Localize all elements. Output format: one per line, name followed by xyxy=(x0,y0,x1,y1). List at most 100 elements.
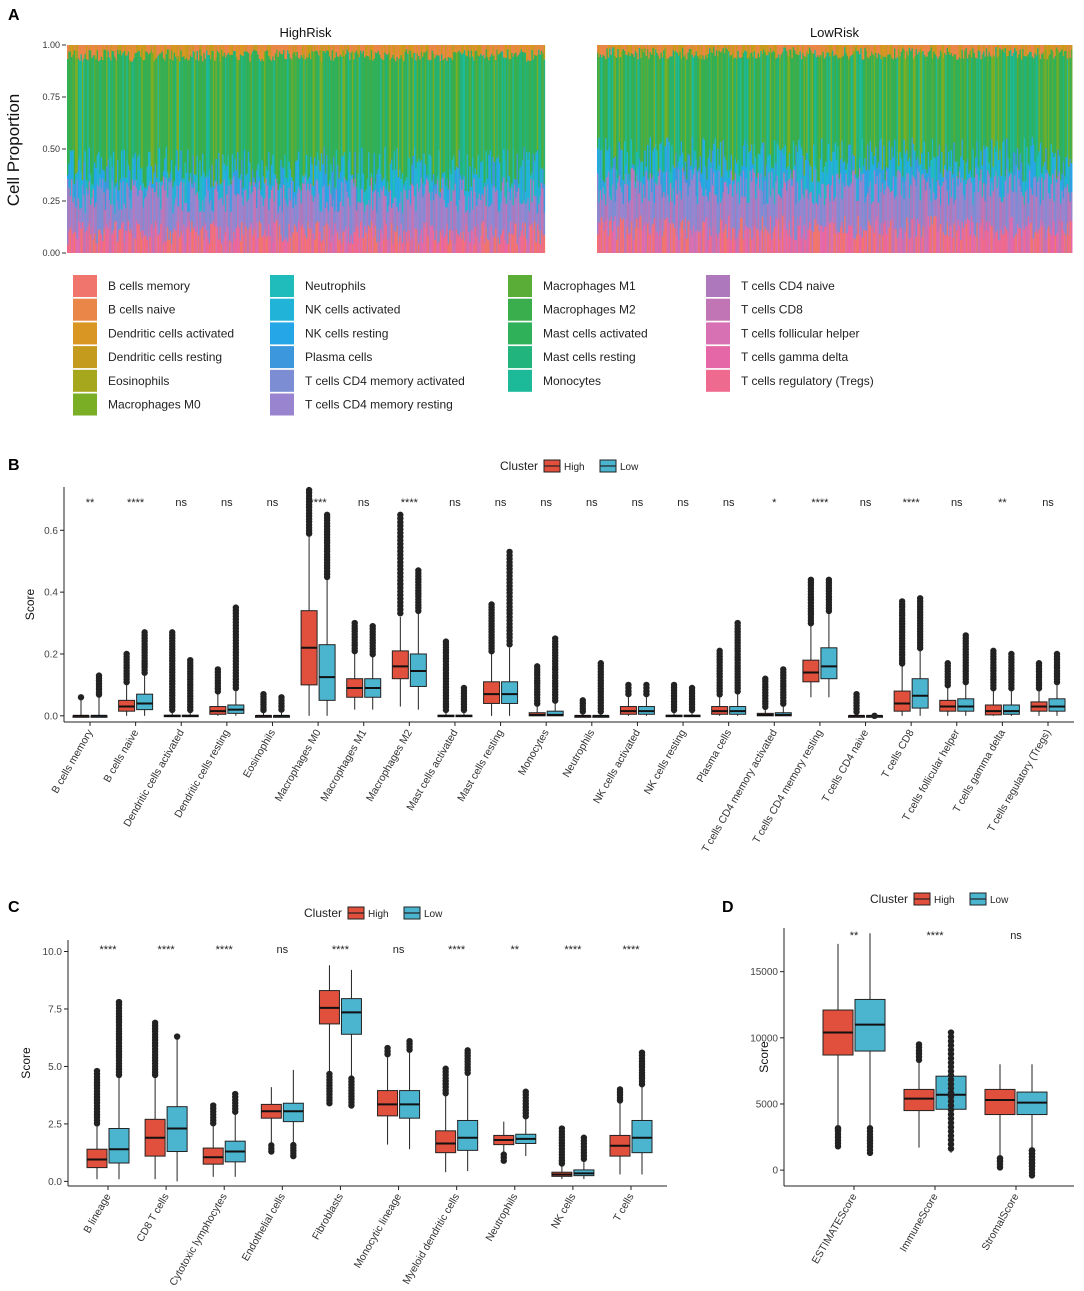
stacked-bar-segment xyxy=(515,45,517,53)
stacked-bar-segment xyxy=(1030,222,1032,253)
outlier-point xyxy=(1028,1147,1036,1154)
outlier-point xyxy=(123,650,130,658)
stacked-bar-segment xyxy=(980,226,982,253)
stacked-bar-segment xyxy=(118,53,120,191)
stacked-bar-segment xyxy=(1000,50,1003,176)
stacked-bar-segment xyxy=(609,45,611,49)
stacked-bar-segment xyxy=(606,177,609,219)
stacked-bar-segment xyxy=(268,45,270,56)
stacked-bar-segment xyxy=(910,50,912,167)
stacked-bar-segment xyxy=(543,184,546,213)
stacked-bar-segment xyxy=(925,45,927,57)
stacked-bar-segment xyxy=(122,52,124,178)
stacked-bar-segment xyxy=(187,149,189,213)
stacked-bar-segment xyxy=(678,55,680,162)
stacked-bar-segment xyxy=(772,50,775,169)
stacked-bar-segment xyxy=(247,151,250,200)
stacked-bar-segment xyxy=(808,193,811,223)
stacked-bar-segment xyxy=(1026,146,1028,190)
stacked-bar-segment xyxy=(691,45,694,55)
stacked-bar-segment xyxy=(386,212,389,241)
stacked-bar-segment xyxy=(111,50,114,167)
stacked-bar-segment xyxy=(447,45,450,57)
box-high xyxy=(802,576,820,698)
stacked-bar-segment xyxy=(133,45,135,59)
stacked-bar-segment xyxy=(772,188,775,232)
stacked-bar-segment xyxy=(817,181,819,205)
stacked-bar-segment xyxy=(925,234,927,253)
stacked-bar-segment xyxy=(603,182,606,195)
stacked-bar-segment xyxy=(133,240,135,253)
stacked-bar-segment xyxy=(684,161,687,183)
stacked-bar-segment xyxy=(160,223,162,253)
stacked-bar-segment xyxy=(196,50,199,156)
x-tick-label: NK cells activated xyxy=(591,727,643,805)
stacked-bar-segment xyxy=(783,172,785,228)
stacked-bar-segment xyxy=(892,217,895,253)
stacked-bar-segment xyxy=(988,221,991,253)
stacked-bar-segment xyxy=(305,238,308,253)
stacked-bar-segment xyxy=(152,227,154,253)
stacked-bar-segment xyxy=(219,61,222,185)
stacked-bar-segment xyxy=(1051,152,1054,175)
stacked-bar-segment xyxy=(130,45,133,62)
stacked-bar-segment xyxy=(945,235,947,253)
stacked-bar-segment xyxy=(509,45,512,60)
panel-label-b: B xyxy=(8,457,20,474)
stacked-bar-segment xyxy=(446,207,448,224)
legend-label: T cells gamma delta xyxy=(741,350,848,364)
stacked-bar-segment xyxy=(142,207,145,231)
stacked-bar-segment xyxy=(896,170,899,239)
stacked-bar-segment xyxy=(496,45,498,50)
stacked-bar-segment xyxy=(139,45,142,57)
stacked-bar-segment xyxy=(687,52,690,154)
stacked-bar-segment xyxy=(683,230,685,253)
stacked-bar-segment xyxy=(438,242,440,253)
stacked-bar-segment xyxy=(472,45,474,57)
stacked-bar-segment xyxy=(269,45,272,60)
stacked-bar-segment xyxy=(672,50,675,166)
stacked-bar-segment xyxy=(474,226,477,253)
stacked-bar-segment xyxy=(496,189,498,229)
stacked-bar-segment xyxy=(1019,45,1022,50)
stacked-bar-segment xyxy=(1026,56,1028,147)
stacked-bar-segment xyxy=(420,228,423,253)
stacked-bar-segment xyxy=(787,166,789,182)
stacked-bar-segment xyxy=(1051,45,1054,51)
stacked-bar-segment xyxy=(603,45,606,57)
stacked-bar-segment xyxy=(873,45,876,56)
stacked-bar-segment xyxy=(362,51,365,174)
box-high xyxy=(86,1067,108,1180)
stacked-bar-segment xyxy=(835,45,838,56)
stacked-bar-segment xyxy=(446,223,448,253)
stacked-bar-segment xyxy=(451,159,454,190)
stacked-bar-segment xyxy=(184,162,187,204)
stacked-bar-segment xyxy=(269,198,272,237)
stacked-bar-segment xyxy=(436,243,439,253)
stacked-bar-segment xyxy=(1050,143,1053,184)
stacked-bar-segment xyxy=(605,59,607,139)
stacked-bar-segment xyxy=(1011,190,1014,217)
stacked-bar-segment xyxy=(179,185,181,238)
stacked-bar-segment xyxy=(935,56,938,182)
stacked-bar-segment xyxy=(304,173,307,178)
stacked-bar-segment xyxy=(197,199,200,236)
stacked-bar-segment xyxy=(504,197,506,241)
stacked-bar-segment xyxy=(706,196,708,218)
stacked-bar-segment xyxy=(713,172,715,227)
stacked-bar-segment xyxy=(930,159,933,202)
stacked-bar-segment xyxy=(152,52,154,184)
box-high xyxy=(665,681,683,718)
stacked-bar-segment xyxy=(467,50,470,192)
stacked-bar-segment xyxy=(740,217,742,253)
stacked-bar-segment xyxy=(1038,45,1041,55)
stacked-bar-segment xyxy=(853,51,856,156)
stacked-bar-segment xyxy=(925,190,927,235)
stacked-bar-segment xyxy=(686,179,688,184)
stacked-bar-segment xyxy=(478,193,481,242)
stacked-bar-segment xyxy=(457,211,459,234)
stacked-bar-segment xyxy=(111,233,114,253)
stacked-bar-segment xyxy=(1015,45,1018,51)
stacked-bar-segment xyxy=(499,53,501,163)
